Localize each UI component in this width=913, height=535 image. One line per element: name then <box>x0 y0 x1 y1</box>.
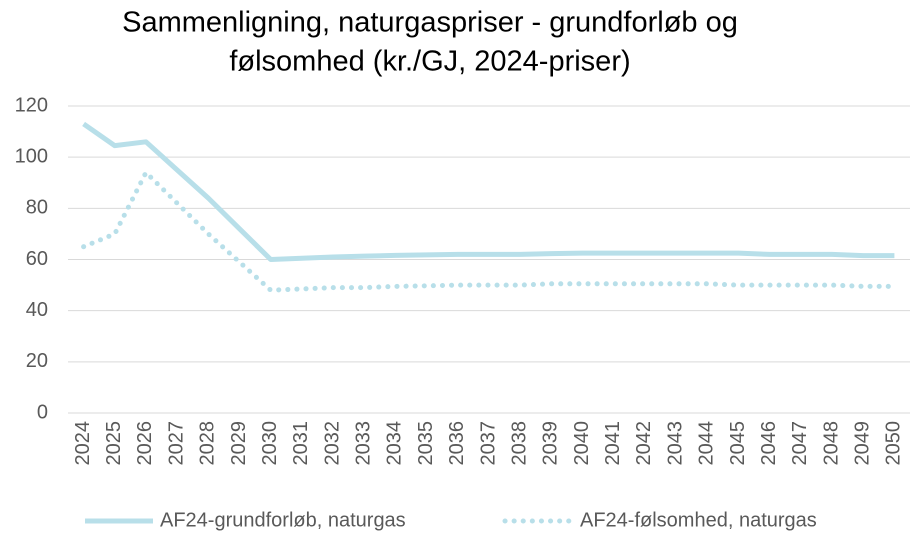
y-tick-label: 40 <box>26 299 48 321</box>
x-tick-label: 2033 <box>353 421 375 466</box>
x-tick-label: 2043 <box>664 421 686 466</box>
series-line <box>81 170 897 293</box>
x-tick-label: 2030 <box>259 421 281 466</box>
x-tick-label: 2038 <box>508 421 530 466</box>
x-tick-label: 2026 <box>134 421 156 466</box>
y-tick-label: 80 <box>26 197 48 219</box>
x-tick-label: 2042 <box>633 421 655 466</box>
x-tick-label: 2028 <box>197 421 219 466</box>
y-tick-label: 0 <box>37 401 48 423</box>
x-tick-label: 2029 <box>228 421 250 466</box>
chart-title: følsomhed (kr./GJ, 2024-priser) <box>229 46 630 78</box>
x-tick-label: 2024 <box>72 421 94 466</box>
x-tick-label: 2027 <box>165 421 187 466</box>
legend-label: AF24-følsomhed, naturgas <box>580 509 817 531</box>
x-tick-label: 2040 <box>571 421 593 466</box>
x-tick-label: 2031 <box>290 421 312 466</box>
x-tick-label: 2047 <box>789 421 811 466</box>
x-tick-label: 2046 <box>758 421 780 466</box>
x-tick-label: 2044 <box>696 421 718 466</box>
y-tick-label: 100 <box>15 145 48 167</box>
x-tick-label: 2025 <box>103 421 125 466</box>
series-line <box>82 121 895 262</box>
legend-label: AF24-grundforløb, naturgas <box>160 509 406 531</box>
x-tick-label: 2045 <box>727 421 749 466</box>
x-tick-label: 2034 <box>384 421 406 466</box>
x-tick-label: 2036 <box>446 421 468 466</box>
chart-title: Sammenligning, naturgaspriser - grundfor… <box>122 7 738 39</box>
y-tick-label: 120 <box>15 94 48 116</box>
x-tick-label: 2032 <box>321 421 343 466</box>
x-tick-label: 2037 <box>477 421 499 466</box>
y-tick-label: 60 <box>26 248 48 270</box>
y-tick-label: 20 <box>26 350 48 372</box>
x-tick-label: 2041 <box>602 421 624 466</box>
x-tick-label: 2039 <box>540 421 562 466</box>
x-tick-label: 2050 <box>883 421 905 466</box>
x-tick-label: 2035 <box>415 421 437 466</box>
x-tick-label: 2049 <box>852 421 874 466</box>
x-tick-label: 2048 <box>820 421 842 466</box>
